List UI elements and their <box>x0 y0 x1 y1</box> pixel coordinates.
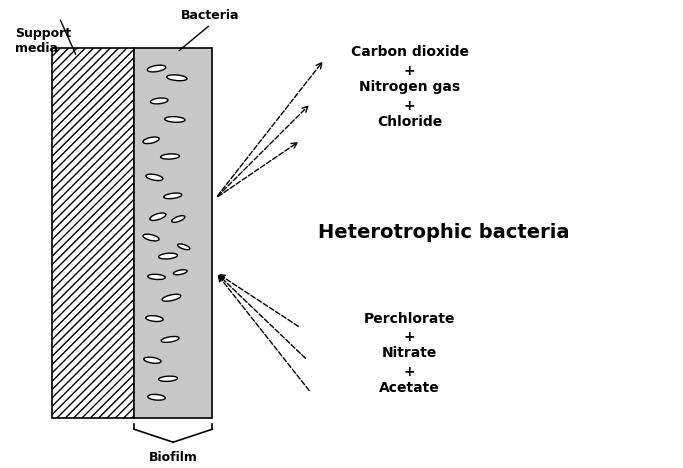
Ellipse shape <box>162 294 181 301</box>
Ellipse shape <box>173 270 187 275</box>
Text: Acetate: Acetate <box>379 381 440 395</box>
Ellipse shape <box>150 98 168 104</box>
Text: Nitrogen gas: Nitrogen gas <box>359 80 460 94</box>
Text: Perchlorate: Perchlorate <box>364 312 456 326</box>
Text: +: + <box>404 330 415 344</box>
Text: Carbon dioxide: Carbon dioxide <box>350 45 469 59</box>
Ellipse shape <box>143 357 161 363</box>
Ellipse shape <box>158 253 178 259</box>
Ellipse shape <box>145 315 163 322</box>
Ellipse shape <box>150 213 166 220</box>
Ellipse shape <box>143 234 159 241</box>
Bar <box>53 48 134 418</box>
Ellipse shape <box>148 65 166 72</box>
Ellipse shape <box>167 75 187 80</box>
Text: +: + <box>404 64 415 78</box>
Ellipse shape <box>148 274 165 279</box>
Ellipse shape <box>164 193 182 199</box>
Text: Bacteria: Bacteria <box>181 9 240 22</box>
Text: Heterotrophic bacteria: Heterotrophic bacteria <box>318 223 570 242</box>
Ellipse shape <box>165 117 185 122</box>
Ellipse shape <box>148 395 165 400</box>
Ellipse shape <box>161 154 180 159</box>
Text: Support
media: Support media <box>15 27 71 55</box>
Ellipse shape <box>171 216 185 222</box>
Text: +: + <box>404 365 415 379</box>
Ellipse shape <box>143 137 159 144</box>
Ellipse shape <box>146 174 163 181</box>
Ellipse shape <box>161 336 179 343</box>
Bar <box>134 48 212 418</box>
Text: Nitrate: Nitrate <box>382 346 437 360</box>
Text: Chloride: Chloride <box>377 115 442 129</box>
Text: Biofilm: Biofilm <box>149 451 197 463</box>
Ellipse shape <box>158 376 178 381</box>
Ellipse shape <box>178 244 190 249</box>
Text: +: + <box>404 99 415 113</box>
